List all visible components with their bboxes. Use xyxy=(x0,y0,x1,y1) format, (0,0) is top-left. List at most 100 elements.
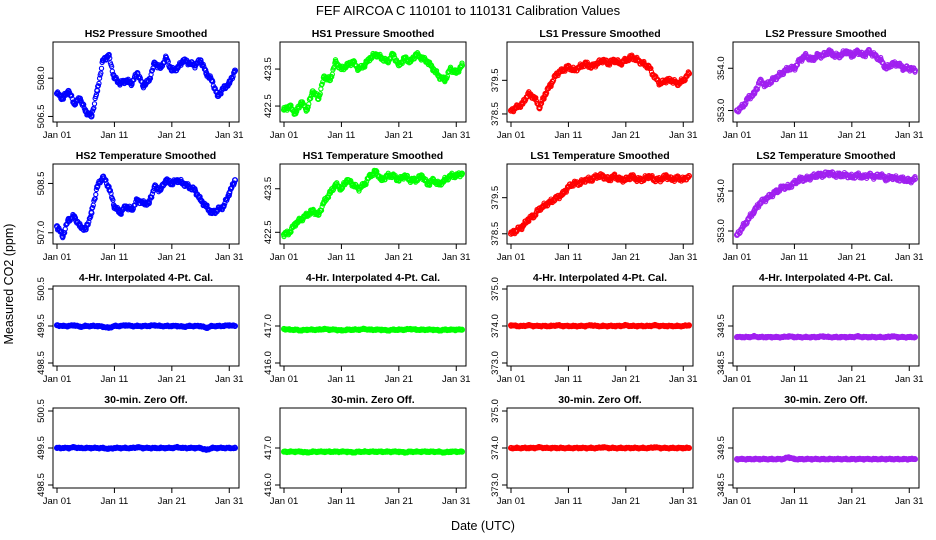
daily-point xyxy=(640,176,647,183)
daily-point xyxy=(435,181,443,188)
daily-point xyxy=(413,177,420,184)
x-tick-label: Jan 11 xyxy=(328,252,356,263)
daily-point xyxy=(837,52,844,59)
daily-point xyxy=(888,60,896,68)
y-tick-label: 500.5 xyxy=(36,277,47,301)
series-points xyxy=(280,448,466,456)
daily-point xyxy=(197,57,204,64)
panel-frame xyxy=(732,41,920,123)
x-tick-label: Jan 11 xyxy=(555,252,583,263)
daily-point xyxy=(542,90,549,97)
x-tick-label: Jan 21 xyxy=(158,496,187,507)
y-tick-label: 349.5 xyxy=(716,314,727,338)
y-tick-label: 378.5 xyxy=(490,102,501,126)
daily-point xyxy=(565,183,572,190)
daily-point xyxy=(186,183,193,190)
daily-point xyxy=(507,230,515,237)
daily-point xyxy=(831,52,838,59)
data-point xyxy=(132,202,138,208)
y-tick-label: 349.5 xyxy=(716,436,727,460)
daily-point xyxy=(785,65,792,72)
data-point xyxy=(317,91,323,97)
daily-point xyxy=(401,54,408,61)
daily-point xyxy=(65,216,72,223)
daily-point xyxy=(797,56,804,63)
daily-point xyxy=(825,48,832,55)
series-points xyxy=(53,322,239,331)
daily-point xyxy=(326,190,333,197)
x-tick-label: Jan 11 xyxy=(555,374,583,385)
series-points xyxy=(733,454,919,463)
daily-point xyxy=(662,77,670,84)
daily-point xyxy=(820,52,827,59)
panel-frame xyxy=(52,163,240,245)
daily-point xyxy=(424,181,431,188)
x-tick-label: Jan 01 xyxy=(723,496,752,507)
daily-point xyxy=(361,181,368,188)
daily-point xyxy=(286,229,293,236)
data-point xyxy=(149,194,155,200)
panel-title: HS2 Pressure Smoothed xyxy=(85,28,208,40)
panel-title: HS2 Temperature Smoothed xyxy=(76,150,216,162)
daily-point xyxy=(617,176,624,183)
daily-point xyxy=(441,177,448,184)
daily-point xyxy=(145,77,152,84)
daily-point xyxy=(680,77,687,84)
daily-point xyxy=(349,58,356,65)
daily-point xyxy=(390,172,397,179)
panel-title: 30-min. Zero Off. xyxy=(331,394,415,406)
daily-point xyxy=(53,223,61,230)
x-tick-label: Jan 31 xyxy=(895,130,924,141)
series-points xyxy=(280,50,466,117)
x-tick-label: Jan 11 xyxy=(781,496,809,507)
x-tick-label: Jan 31 xyxy=(442,496,471,507)
y-tick-label: 416.0 xyxy=(263,351,274,375)
panel-title: 4-Hr. Interpolated 4-Pt. Cal. xyxy=(759,272,893,284)
x-tick-label: Jan 11 xyxy=(328,374,356,385)
daily-point xyxy=(582,176,589,183)
daily-point xyxy=(657,80,664,87)
daily-point xyxy=(605,60,612,67)
y-tick-label: 353.0 xyxy=(716,99,727,123)
y-tick-label: 354.0 xyxy=(716,179,727,203)
daily-point xyxy=(191,186,198,194)
x-tick-label: Jan 21 xyxy=(158,374,187,385)
panel-frame xyxy=(506,163,694,245)
daily-point xyxy=(617,60,624,67)
data-point xyxy=(95,83,101,89)
x-tick-label: Jan 01 xyxy=(723,130,752,141)
daily-point xyxy=(668,176,675,183)
data-point xyxy=(288,102,294,108)
daily-point xyxy=(866,48,873,55)
daily-point xyxy=(384,172,391,179)
panel-frame xyxy=(279,163,467,245)
y-tick-label: 423.5 xyxy=(263,57,274,81)
daily-point xyxy=(286,103,293,110)
daily-point xyxy=(668,77,675,84)
daily-point xyxy=(576,63,583,70)
daily-point xyxy=(231,67,239,74)
x-tick-label: Jan 01 xyxy=(497,496,526,507)
daily-point xyxy=(588,176,595,183)
daily-point xyxy=(774,73,781,80)
x-tick-label: Jan 31 xyxy=(442,130,471,141)
x-tick-label: Jan 11 xyxy=(328,496,356,507)
daily-point xyxy=(378,54,385,61)
series-points xyxy=(53,173,239,241)
daily-point xyxy=(53,90,61,97)
daily-point xyxy=(280,231,288,238)
daily-point xyxy=(88,209,95,217)
daily-point xyxy=(407,177,414,184)
daily-point xyxy=(140,200,147,207)
daily-point xyxy=(745,94,752,101)
daily-point xyxy=(536,104,543,111)
daily-point xyxy=(883,65,890,72)
daily-point xyxy=(208,77,216,84)
daily-point xyxy=(76,223,84,230)
y-tick-label: 375.0 xyxy=(490,399,501,423)
x-tick-label: Jan 11 xyxy=(328,130,356,141)
panel-9: 4-Hr. Interpolated 4-Pt. Cal.498.5499.55… xyxy=(36,272,244,385)
